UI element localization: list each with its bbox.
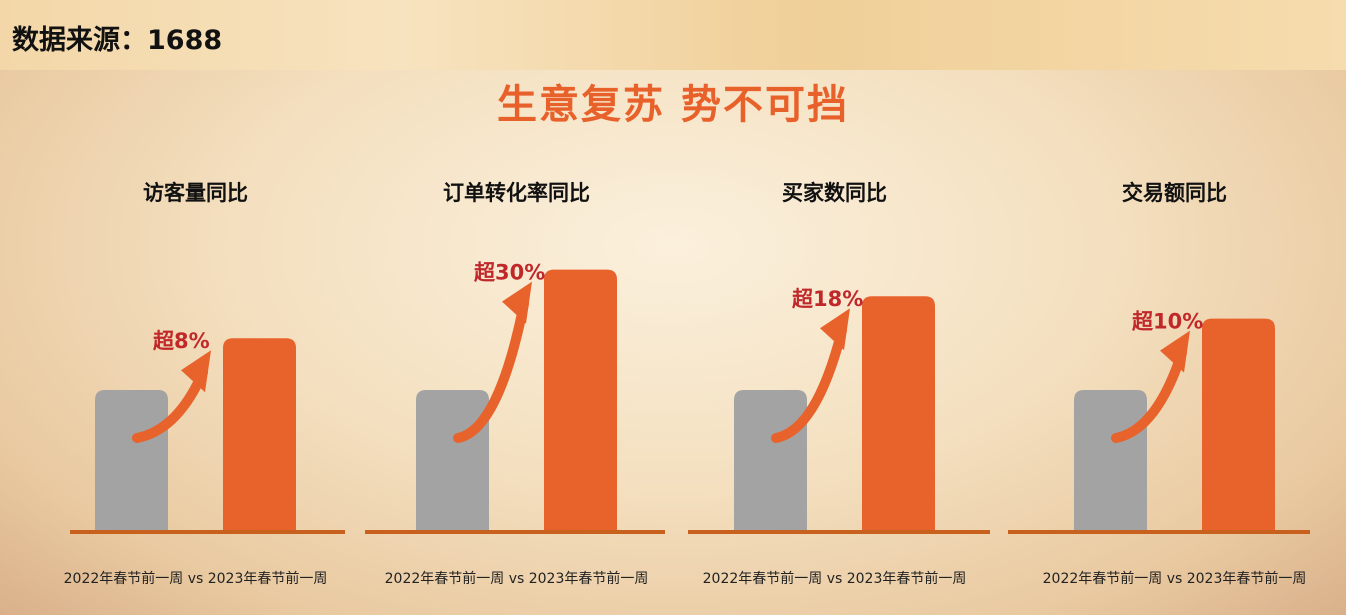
bar-2023 (223, 338, 296, 530)
x-axis-label: 2022年春节前一周 vs 2023年春节前一周 (703, 570, 967, 587)
chart-title: 买家数同比 (782, 181, 887, 205)
arrow-shaft (453, 298, 529, 443)
x-axis-label: 2022年春节前一周 vs 2023年春节前一周 (1043, 570, 1307, 587)
growth-label: 超10% (1132, 310, 1203, 334)
baseline (365, 530, 665, 534)
arrow-head (1160, 330, 1190, 373)
chart-title: 交易额同比 (1122, 181, 1227, 205)
page-title: 生意复苏 势不可挡 (497, 82, 849, 128)
baseline (688, 530, 990, 534)
bar-2022 (95, 390, 168, 530)
arrow-shaft (1111, 347, 1187, 443)
arrow-shaft (771, 325, 847, 443)
bar-2023 (862, 296, 935, 530)
bar-2022 (734, 390, 807, 530)
baseline (70, 530, 345, 534)
x-axis-label: 2022年春节前一周 vs 2023年春节前一周 (385, 570, 649, 587)
top-band (0, 0, 1346, 70)
arrow-head (502, 281, 532, 324)
bar-2023 (1202, 318, 1275, 530)
growth-label: 超18% (792, 287, 863, 311)
chart-title: 访客量同比 (143, 181, 248, 205)
data-source: 数据来源：1688 (12, 25, 223, 56)
arrow-head (820, 308, 850, 351)
bar-2022 (416, 390, 489, 530)
chart-title: 订单转化率同比 (443, 181, 590, 205)
x-axis-label: 2022年春节前一周 vs 2023年春节前一周 (64, 570, 328, 587)
growth-label: 超8% (153, 329, 210, 353)
bar-2023 (544, 269, 617, 530)
growth-label: 超30% (474, 261, 545, 285)
bar-2022 (1074, 390, 1147, 530)
baseline (1008, 530, 1310, 534)
arrow-head (181, 350, 211, 393)
